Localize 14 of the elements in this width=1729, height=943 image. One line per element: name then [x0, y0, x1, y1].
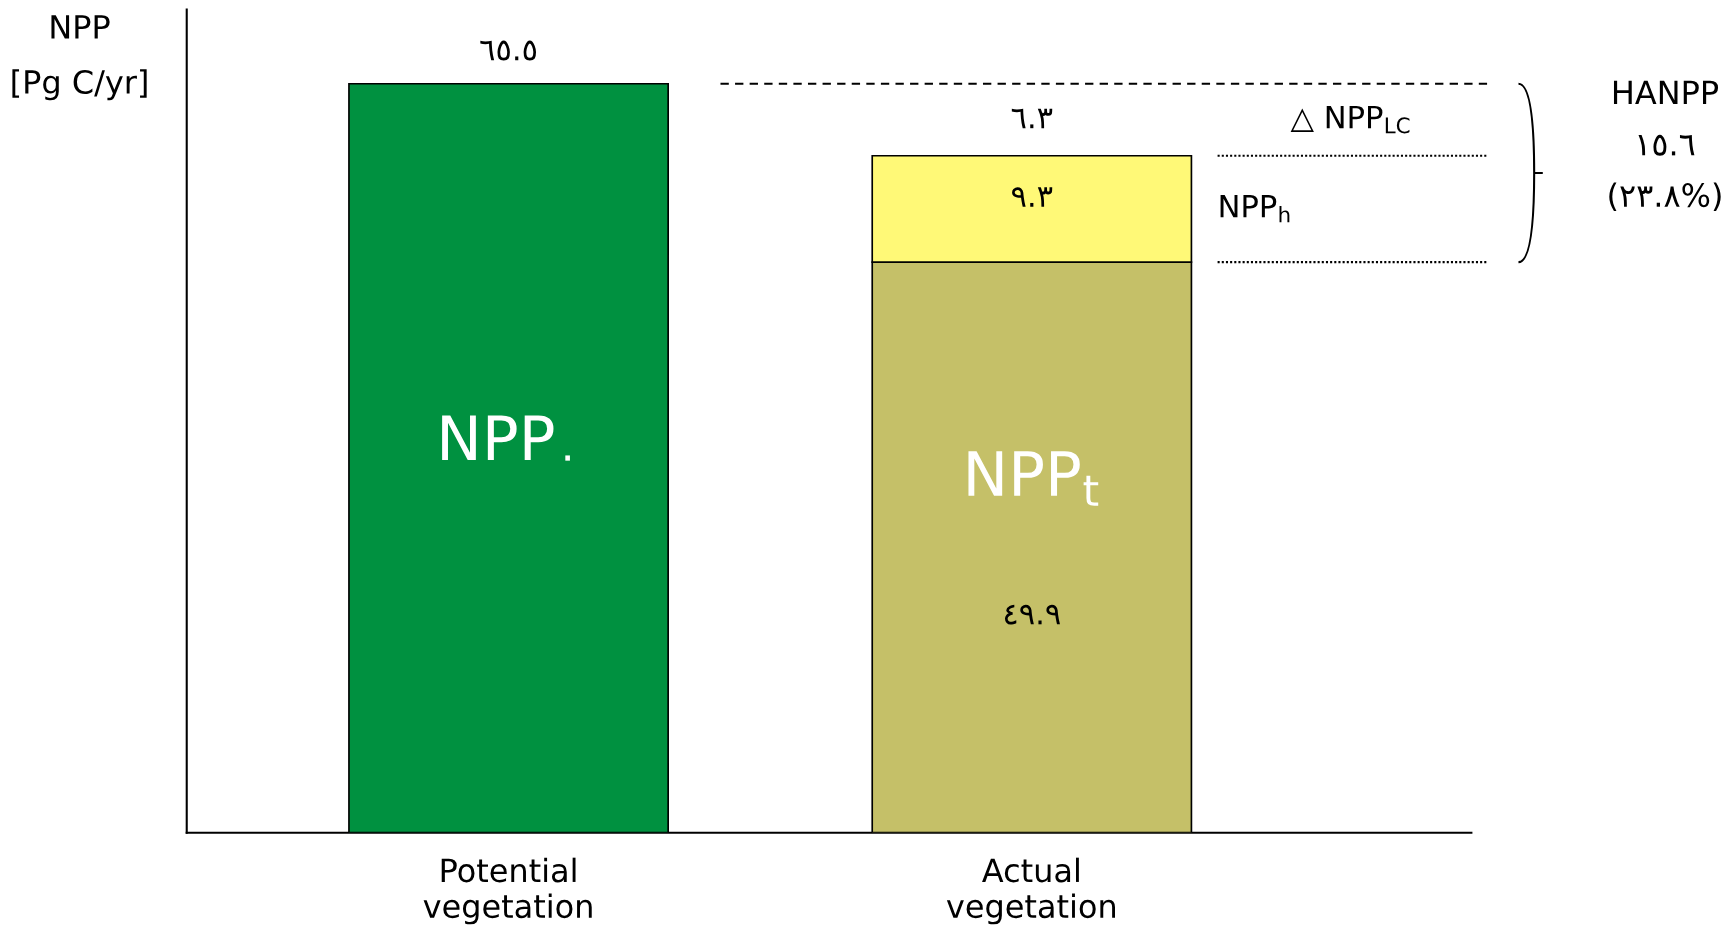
data-label: ٦٥.٥ — [480, 40, 537, 61]
series-label: NPP$_{٠}$ — [442, 415, 570, 461]
x-tick-label: Actual vegetation — [946, 857, 1115, 925]
text: HANPP — [1613, 80, 1719, 104]
text: (٢٣.٨%) — [1609, 182, 1721, 211]
data-label: ٤٩.٩ — [1004, 604, 1060, 625]
annotation: ٦.٣ — [1011, 108, 1053, 129]
text: ١٥.٦ — [1638, 134, 1695, 156]
series-label: NPP$_{t}$ — [968, 451, 1099, 506]
x-tick-label: Potential vegetation — [423, 857, 592, 925]
y-axis-title: NPP [Pg C/yr] — [12, 15, 147, 101]
data-label: ٩.٣ — [1012, 187, 1053, 207]
series-label: NPP$_{h}$ — [1220, 195, 1290, 223]
annotation: △ NPP$_{LC}$ — [1290, 105, 1410, 134]
